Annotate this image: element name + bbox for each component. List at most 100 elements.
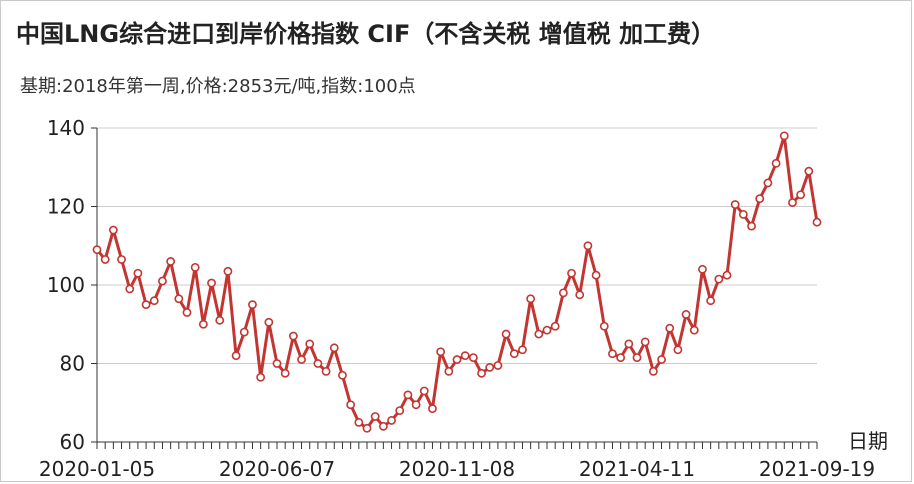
data-point[interactable]	[125, 284, 135, 294]
data-point[interactable]	[313, 359, 323, 368]
data-point[interactable]	[722, 270, 732, 280]
data-point[interactable]	[648, 366, 658, 376]
data-point[interactable]	[689, 325, 699, 335]
data-point[interactable]	[632, 353, 642, 363]
data-point[interactable]	[149, 296, 159, 306]
data-point[interactable]	[804, 166, 814, 176]
data-point[interactable]	[452, 355, 462, 364]
data-point[interactable]	[117, 255, 126, 264]
data-point[interactable]	[354, 417, 364, 427]
data-point[interactable]	[763, 178, 773, 188]
data-point[interactable]	[100, 255, 110, 264]
data-point[interactable]	[657, 355, 666, 364]
y-tick-label: 100	[47, 273, 85, 297]
data-point[interactable]	[280, 368, 290, 378]
x-axis-label: 日期	[848, 429, 888, 453]
data-point[interactable]	[771, 158, 781, 168]
data-point[interactable]	[624, 339, 634, 349]
data-point[interactable]	[387, 416, 396, 425]
data-point[interactable]	[174, 294, 184, 304]
data-point[interactable]	[378, 421, 388, 431]
data-point[interactable]	[207, 278, 216, 288]
x-tick-label: 2021-09-19	[759, 457, 875, 481]
data-point[interactable]	[714, 274, 724, 284]
data-point[interactable]	[108, 225, 118, 235]
data-point[interactable]	[526, 294, 536, 304]
data-point[interactable]	[477, 368, 486, 378]
data-point[interactable]	[640, 337, 650, 347]
data-point[interactable]	[616, 353, 626, 363]
data-point[interactable]	[468, 353, 478, 363]
y-tick-label: 140	[47, 116, 85, 140]
data-point[interactable]	[788, 198, 797, 207]
data-point[interactable]	[362, 423, 372, 433]
data-point[interactable]	[182, 308, 192, 317]
data-point[interactable]	[567, 268, 576, 278]
data-point[interactable]	[141, 300, 151, 310]
data-point[interactable]	[738, 209, 748, 219]
data-point[interactable]	[428, 404, 437, 414]
grid-lines	[97, 127, 817, 443]
data-point[interactable]	[665, 323, 675, 333]
data-point[interactable]	[231, 351, 241, 361]
data-point[interactable]	[305, 339, 315, 349]
data-point[interactable]	[256, 372, 266, 382]
data-point[interactable]	[288, 331, 298, 341]
data-point[interactable]	[198, 319, 208, 329]
data-point[interactable]	[166, 257, 176, 266]
data-point[interactable]	[534, 329, 544, 339]
data-point[interactable]	[133, 268, 143, 278]
data-point[interactable]	[681, 310, 691, 319]
data-point[interactable]	[550, 321, 560, 331]
data-point[interactable]	[329, 343, 339, 353]
data-point[interactable]	[730, 200, 740, 209]
data-point[interactable]	[755, 194, 765, 204]
data-point[interactable]	[158, 276, 167, 286]
data-point[interactable]	[321, 366, 331, 376]
data-point[interactable]	[338, 370, 347, 380]
data-point[interactable]	[779, 131, 789, 141]
data-point[interactable]	[248, 300, 257, 310]
data-point[interactable]	[436, 347, 446, 357]
data-point[interactable]	[485, 363, 495, 372]
y-tick-label: 80	[60, 352, 85, 376]
data-point[interactable]	[673, 345, 683, 355]
data-point[interactable]	[297, 355, 306, 364]
data-point[interactable]	[419, 386, 429, 396]
data-point[interactable]	[272, 359, 282, 368]
data-point[interactable]	[599, 321, 609, 331]
data-point[interactable]	[501, 329, 511, 339]
data-point[interactable]	[370, 412, 380, 421]
data-point[interactable]	[215, 315, 225, 325]
data-point[interactable]	[493, 361, 503, 370]
data-point[interactable]	[583, 241, 593, 251]
data-point[interactable]	[190, 262, 200, 272]
data-point[interactable]	[509, 349, 519, 359]
series-line	[95, 134, 819, 430]
y-tick-label: 60	[60, 430, 85, 454]
x-axis-tick-labels: 2020-01-05 2020-06-07 2020-11-08 2021-04-11…	[39, 457, 875, 481]
data-point[interactable]	[698, 264, 707, 274]
data-point[interactable]	[411, 400, 421, 410]
data-point[interactable]	[92, 245, 102, 255]
data-point[interactable]	[558, 288, 568, 298]
data-point[interactable]	[444, 366, 454, 376]
data-point[interactable]	[460, 351, 470, 361]
data-point[interactable]	[223, 266, 233, 276]
data-point[interactable]	[575, 290, 585, 300]
data-point[interactable]	[264, 317, 274, 327]
data-point[interactable]	[747, 221, 756, 231]
series-points	[92, 131, 822, 433]
data-point[interactable]	[403, 390, 413, 400]
data-point[interactable]	[706, 296, 716, 306]
data-point[interactable]	[346, 400, 356, 410]
x-tick-label: 2020-11-08	[399, 457, 515, 481]
data-point[interactable]	[796, 190, 806, 200]
data-point[interactable]	[395, 406, 405, 415]
data-point[interactable]	[591, 270, 601, 280]
data-point[interactable]	[542, 325, 552, 335]
data-point[interactable]	[812, 217, 822, 227]
data-point[interactable]	[239, 327, 249, 337]
data-point[interactable]	[608, 349, 617, 359]
data-point[interactable]	[518, 345, 527, 355]
